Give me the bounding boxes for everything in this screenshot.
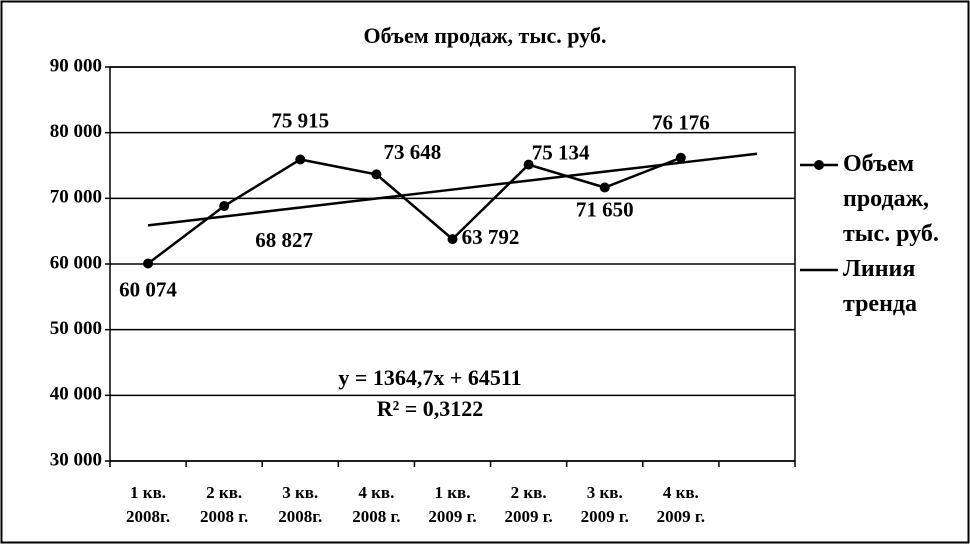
trend-equation: y = 1364,7x + 64511 <box>338 365 521 390</box>
legend-label: Объем продаж, тыс. руб. <box>843 151 939 247</box>
x-tick-label: 2 кв. 2009 г. <box>504 483 553 526</box>
legend-label: Линия тренда <box>843 256 918 317</box>
legend-marker <box>814 160 824 170</box>
data-point <box>143 258 154 269</box>
data-line <box>147 156 682 265</box>
data-point <box>675 152 686 163</box>
trend-r2: R² = 0,3122 <box>377 396 484 421</box>
data-point <box>599 182 610 193</box>
data-label: 63 792 <box>462 225 520 249</box>
data-point <box>447 234 458 245</box>
x-tick-label: 4 кв. 2008 г. <box>352 483 401 526</box>
data-label: 75 134 <box>532 140 590 164</box>
data-label: 60 074 <box>119 277 177 301</box>
data-label: 73 648 <box>384 140 442 164</box>
x-tick-label: 4 кв. 2009 г. <box>656 483 705 526</box>
x-tick-label: 2 кв. 2008 г. <box>200 483 249 526</box>
x-tick-label: 1 кв. 2009 г. <box>428 483 477 526</box>
data-point <box>523 159 534 170</box>
x-tick-label: 1 кв. 2008г. <box>126 483 171 526</box>
chart-title: Объем продаж, тыс. руб. <box>364 23 607 48</box>
data-point <box>219 201 230 212</box>
x-tick-label: 3 кв. 2008г. <box>278 483 323 526</box>
data-point <box>295 154 306 165</box>
y-tick-label: 30 000 <box>50 449 102 470</box>
plot-border <box>109 66 796 462</box>
data-label: 76 176 <box>652 111 710 135</box>
data-point <box>371 169 382 180</box>
y-tick-label: 50 000 <box>50 318 102 339</box>
data-label: 71 650 <box>576 197 634 221</box>
y-tick-label: 70 000 <box>50 187 102 208</box>
data-label: 68 827 <box>255 228 313 252</box>
y-tick-label: 80 000 <box>50 121 102 142</box>
x-tick-label: 3 кв. 2009 г. <box>580 483 629 526</box>
y-tick-label: 60 000 <box>50 252 102 273</box>
y-tick-label: 90 000 <box>50 55 102 76</box>
y-tick-label: 40 000 <box>50 384 102 405</box>
data-label: 75 915 <box>271 108 329 132</box>
trend-line <box>147 152 758 227</box>
